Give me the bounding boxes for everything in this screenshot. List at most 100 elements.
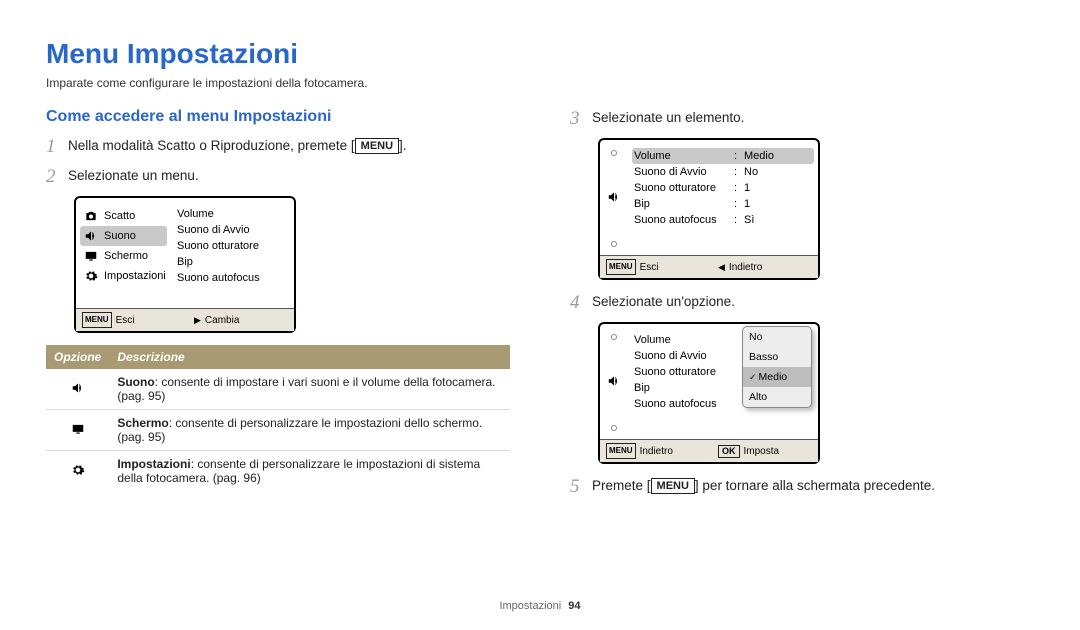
- colon: :: [734, 166, 744, 178]
- popup-option[interactable]: ✓Medio: [743, 367, 811, 387]
- submenu-item[interactable]: Suono otturatore: [175, 238, 290, 254]
- check-icon: ✓: [749, 372, 757, 382]
- page-footer: Impostazioni 94: [0, 600, 1080, 612]
- step-number: 1: [46, 136, 68, 158]
- setting-value: 1: [744, 198, 812, 210]
- setting-label: Suono otturatore: [634, 366, 734, 378]
- menu-icon: MENU: [82, 312, 112, 328]
- table-row: Suono: consente di impostare i vari suon…: [46, 369, 510, 410]
- menu-item-suono[interactable]: Suono: [80, 226, 167, 246]
- setting-row[interactable]: Bip:1: [632, 196, 814, 212]
- ok-icon: OK: [718, 445, 740, 458]
- setting-value: Sì: [744, 214, 812, 226]
- gear-icon: [84, 269, 98, 283]
- page-subtitle: Imparate come configurare le impostazion…: [46, 76, 1034, 90]
- step-1: 1 Nella modalità Scatto o Riproduzione, …: [46, 136, 510, 158]
- screen-icon: [84, 249, 98, 263]
- footer-left: MENU Esci: [82, 312, 176, 328]
- setting-value: No: [744, 166, 812, 178]
- step5-post: ] per tornare alla schermata precedente.: [695, 478, 935, 493]
- setting-label: Volume: [634, 334, 734, 346]
- submenu-item[interactable]: Suono autofocus: [175, 270, 290, 286]
- footer-left: MENU Esci: [606, 259, 700, 275]
- footer-section: Impostazioni: [499, 600, 561, 612]
- menu-item-label: Schermo: [104, 250, 148, 262]
- table-description: Impostazioni: consente di personalizzare…: [109, 451, 510, 492]
- setting-row[interactable]: Suono autofocus:Sì: [632, 212, 814, 228]
- dot-icon: [611, 150, 617, 156]
- colon: :: [734, 182, 744, 194]
- screen-icon: [46, 410, 109, 451]
- table-description: Suono: consente di impostare i vari suon…: [109, 369, 510, 410]
- step-text: Selezionate un menu.: [68, 166, 199, 183]
- camera-menu-3: VolumeSuono di AvvioSuono otturatoreBipS…: [598, 322, 820, 464]
- footer-right: ◀ Indietro: [700, 259, 812, 275]
- camera-icon: [84, 209, 98, 223]
- setting-label: Suono di Avvio: [634, 166, 734, 178]
- setting-label: Suono otturatore: [634, 182, 734, 194]
- speaker-icon: [607, 190, 621, 207]
- footer-right-label: Imposta: [744, 446, 780, 457]
- step-number: 5: [570, 476, 592, 498]
- footer-left: MENU Indietro: [606, 443, 700, 459]
- arrow-right-icon: ▶: [194, 315, 201, 326]
- menu-icon: MENU: [606, 443, 636, 459]
- right-column: 3 Selezionate un elemento. Volume:MedioS…: [570, 108, 1034, 506]
- submenu-item[interactable]: Bip: [175, 254, 290, 270]
- menu-item-label: Scatto: [104, 210, 135, 222]
- gear-icon: [46, 451, 109, 492]
- popup-option[interactable]: Basso: [743, 347, 811, 367]
- dot-icon: [611, 241, 617, 247]
- footer-left-label: Esci: [116, 315, 135, 326]
- step-5: 5 Premete [MENU] per tornare alla scherm…: [570, 476, 1034, 498]
- step-text: Selezionate un elemento.: [592, 108, 744, 125]
- setting-label: Bip: [634, 198, 734, 210]
- setting-row[interactable]: Suono di Avvio:No: [632, 164, 814, 180]
- setting-value: Medio: [744, 150, 812, 162]
- colon: :: [734, 198, 744, 210]
- setting-row[interactable]: Suono otturatore:1: [632, 180, 814, 196]
- step5-pre: Premete [: [592, 478, 651, 493]
- table-description: Schermo: consente di personalizzare le i…: [109, 410, 510, 451]
- left-column: Come accedere al menu Impostazioni 1 Nel…: [46, 108, 510, 506]
- th-option: Opzione: [46, 345, 109, 369]
- footer-left-label: Esci: [640, 262, 659, 273]
- setting-label: Bip: [634, 382, 734, 394]
- footer-left-label: Indietro: [640, 446, 673, 457]
- menu-item-schermo[interactable]: Schermo: [80, 246, 167, 266]
- popup-option[interactable]: No: [743, 327, 811, 347]
- camera-menu-1: ScattoSuonoSchermoImpostazioni VolumeSuo…: [74, 196, 296, 333]
- setting-label: Volume: [634, 150, 734, 162]
- step-2: 2 Selezionate un menu.: [46, 166, 510, 188]
- colon: :: [734, 150, 744, 162]
- step-number: 2: [46, 166, 68, 188]
- step-4: 4 Selezionate un'opzione.: [570, 292, 1034, 314]
- section-heading: Come accedere al menu Impostazioni: [46, 108, 510, 126]
- colon: :: [734, 214, 744, 226]
- menu-button-label: MENU: [651, 478, 695, 494]
- footer-right-label: Indietro: [729, 262, 762, 273]
- menu-item-scatto[interactable]: Scatto: [80, 206, 167, 226]
- step1-pre: Nella modalità Scatto o Riproduzione, pr…: [68, 138, 355, 153]
- setting-label: Suono autofocus: [634, 214, 734, 226]
- footer-right-label: Cambia: [205, 315, 239, 326]
- step-text: Selezionate un'opzione.: [592, 292, 735, 309]
- menu-item-impostazioni[interactable]: Impostazioni: [80, 266, 167, 286]
- submenu-item[interactable]: Volume: [175, 206, 290, 222]
- submenu-item[interactable]: Suono di Avvio: [175, 222, 290, 238]
- cam3-left: [600, 324, 628, 439]
- speaker-icon: [607, 374, 621, 391]
- popup-option[interactable]: Alto: [743, 387, 811, 407]
- footer-right: ▶ Cambia: [176, 312, 288, 328]
- speaker-icon: [46, 369, 109, 410]
- dot-icon: [611, 334, 617, 340]
- arrow-left-icon: ◀: [718, 262, 725, 273]
- dot-icon: [611, 425, 617, 431]
- options-table: Opzione Descrizione Suono: consente di i…: [46, 345, 510, 491]
- page-title: Menu Impostazioni: [46, 38, 1034, 70]
- setting-label: Suono autofocus: [634, 398, 734, 410]
- step-number: 4: [570, 292, 592, 314]
- footer-page-number: 94: [568, 600, 580, 612]
- setting-row[interactable]: Volume:Medio: [632, 148, 814, 164]
- step-text: Premete [MENU] per tornare alla schermat…: [592, 476, 935, 494]
